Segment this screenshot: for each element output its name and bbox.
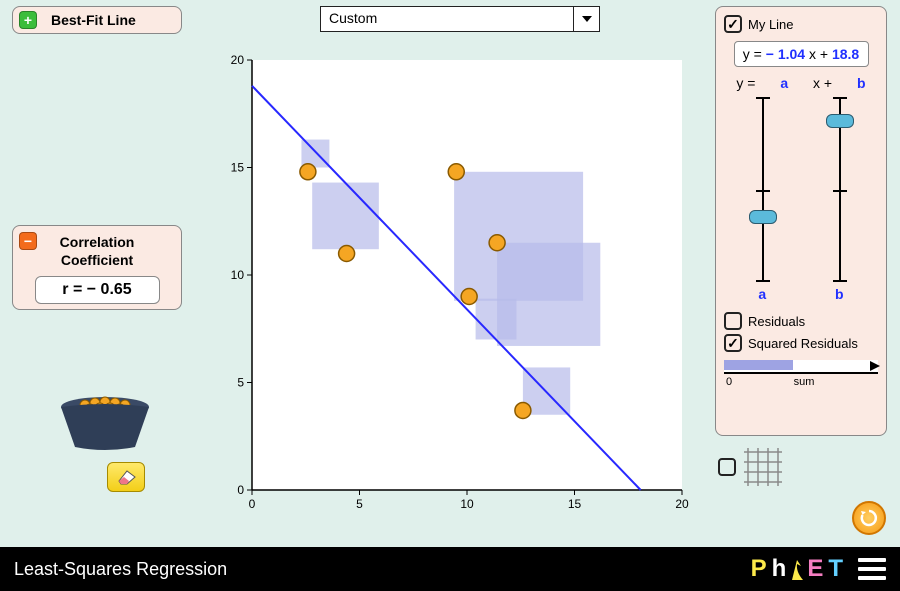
my-line-checkbox[interactable] <box>724 15 742 33</box>
svg-text:15: 15 <box>568 497 582 511</box>
eraser-button[interactable] <box>107 462 145 492</box>
grid-toggle <box>718 448 782 486</box>
residuals-checkbox[interactable] <box>724 312 742 330</box>
chevron-down-icon <box>573 7 599 31</box>
intercept-slider[interactable] <box>830 97 850 282</box>
residuals-label: Residuals <box>748 314 805 329</box>
intercept-handle[interactable] <box>826 114 854 128</box>
a-label: a <box>758 286 766 302</box>
collapse-correlation-icon[interactable]: − <box>19 232 37 250</box>
grid-checkbox[interactable] <box>718 458 736 476</box>
best-fit-line-panel: + Best-Fit Line <box>12 6 182 34</box>
scatter-chart[interactable]: 00 5 5 10 10 15 15 20 20 <box>222 50 692 520</box>
squared-residuals-label: Squared Residuals <box>748 336 858 351</box>
correlation-value: r = − 0.65 <box>35 276 160 304</box>
dataset-dropdown[interactable]: Custom <box>320 6 600 32</box>
svg-text:0: 0 <box>237 483 244 497</box>
dropdown-selected: Custom <box>321 7 573 31</box>
sim-title: Least-Squares Regression <box>14 559 751 580</box>
correlation-title-1: Correlation <box>19 234 175 250</box>
svg-text:20: 20 <box>231 53 245 67</box>
equation-display: y = − 1.04 x + 18.8 <box>734 41 869 67</box>
menu-icon[interactable] <box>858 558 886 580</box>
svg-text:0: 0 <box>249 497 256 511</box>
best-fit-line-label: Best-Fit Line <box>51 12 136 28</box>
grid-icon <box>744 448 782 486</box>
reset-button[interactable] <box>852 501 886 535</box>
correlation-panel: − Correlation Coefficient r = − 0.65 <box>12 225 182 310</box>
my-line-label: My Line <box>748 17 794 32</box>
svg-text:5: 5 <box>237 376 244 390</box>
phet-logo[interactable]: Ph ET <box>751 555 844 583</box>
svg-text:15: 15 <box>231 161 245 175</box>
data-point-bucket[interactable] <box>55 395 155 450</box>
svg-text:10: 10 <box>231 268 245 282</box>
correlation-title-2: Coefficient <box>19 252 175 268</box>
b-label: b <box>835 286 844 302</box>
expand-best-fit-icon[interactable]: + <box>19 11 37 29</box>
svg-text:5: 5 <box>356 497 363 511</box>
slope-slider[interactable] <box>753 97 773 282</box>
svg-text:20: 20 <box>675 497 689 511</box>
slope-handle[interactable] <box>749 210 777 224</box>
svg-text:10: 10 <box>460 497 474 511</box>
sum-bar: 0 sum <box>724 360 878 388</box>
generic-equation: y = a x + b <box>724 75 878 91</box>
my-line-panel: My Line y = − 1.04 x + 18.8 y = a x + b … <box>715 6 887 436</box>
squared-residuals-checkbox[interactable] <box>724 334 742 352</box>
footer: Least-Squares Regression Ph ET <box>0 547 900 591</box>
